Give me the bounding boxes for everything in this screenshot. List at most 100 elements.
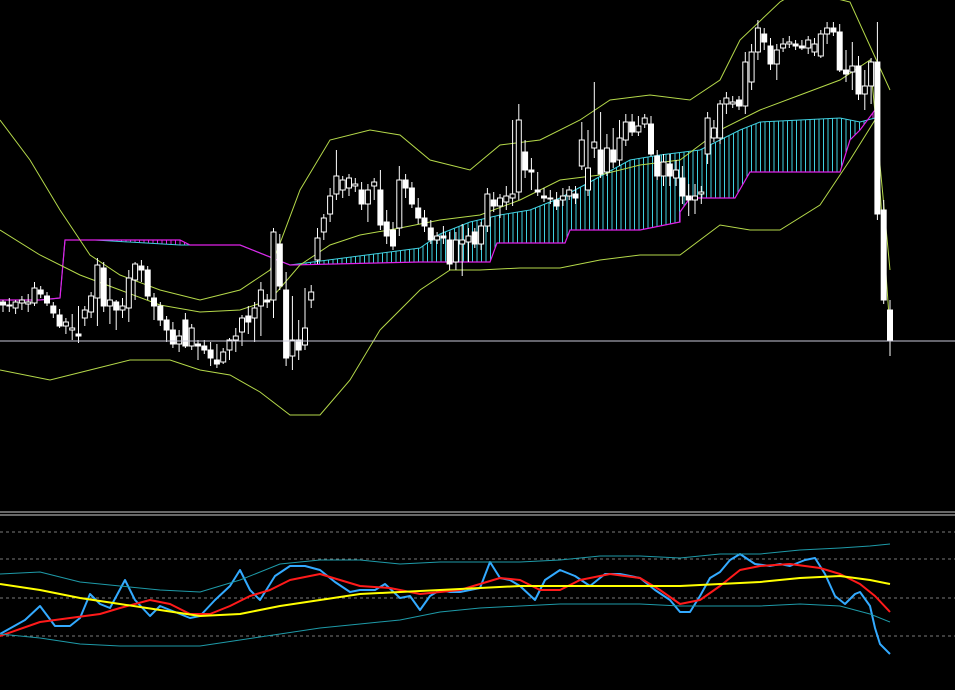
oscillator-line-band-4 [0,603,891,647]
candle [654,150,661,180]
candlesticks [0,20,893,370]
candle-body [182,319,189,347]
candle [704,112,711,164]
candle-body [471,231,478,245]
candle-body [641,117,648,125]
candle-body [56,314,63,327]
candle [371,178,378,200]
candle-body [314,237,321,261]
candle [308,285,315,308]
candle [610,128,617,168]
candle-body [465,235,472,243]
candle-body [37,289,44,295]
candle [333,150,340,200]
candle [270,228,277,318]
candle [490,192,497,212]
candle [427,220,434,244]
candle-body [717,103,724,139]
candle-body [352,183,359,187]
candle-body [81,309,88,319]
candle [685,184,692,216]
candle [742,52,749,114]
candle [402,174,409,198]
candle-body [692,195,698,201]
candle-body [553,199,560,207]
candle-body [88,295,95,313]
candle-body [723,97,730,105]
candle [553,192,560,210]
candle [88,292,95,318]
candle [484,188,491,232]
candle [251,302,258,342]
candle [874,22,881,220]
candle [478,222,485,250]
candle-body [710,127,717,139]
candle-body [843,69,849,75]
candle-body [251,307,258,319]
candle-body [371,181,378,187]
candle [440,226,447,244]
candle-body [333,175,340,195]
candle-body [566,189,573,197]
candle-body [308,291,315,301]
candle [25,294,32,312]
candle-body [578,139,585,167]
candle-body [773,49,780,65]
candle [528,158,535,190]
candle-body [12,301,19,309]
candle-body [528,169,535,173]
candle-body [213,359,220,365]
candle-body [106,299,113,307]
candle-body [616,137,623,161]
candle-body [339,179,346,191]
candle-body [478,225,485,245]
candle-body [887,309,893,341]
candle-body [635,125,642,133]
candle [364,184,371,222]
candle [295,320,302,360]
candle-body [534,189,541,193]
candle-body [201,345,208,351]
candle [446,232,453,270]
candle [257,282,264,336]
candle-body [490,199,497,207]
candle-body [151,297,157,307]
candle [692,184,698,214]
candle-body [484,193,491,227]
candle-body [698,191,705,195]
candle-body [754,27,761,53]
candle [289,296,296,370]
candle [207,342,214,366]
candle [44,292,50,306]
candle [339,176,346,198]
candle [113,300,120,330]
candle [559,188,566,206]
candle-body [780,43,787,49]
candle [264,294,271,308]
candle-body [786,41,793,45]
candle [754,20,761,60]
candle [717,100,724,144]
candle [723,92,730,114]
candle [0,300,6,312]
candle [12,300,19,314]
candle-body [666,163,673,177]
candle [383,210,390,244]
candle [578,122,585,170]
candle-body [144,269,151,297]
candle [887,300,893,356]
candle [459,224,466,276]
candle-body [811,43,818,53]
candle-body [402,179,409,189]
candle [18,296,25,310]
candle [566,186,573,200]
candle [151,293,157,320]
candle [798,40,805,50]
candle [509,120,516,206]
candle [817,30,824,58]
candle-body [585,167,591,191]
candle-body [660,161,667,177]
